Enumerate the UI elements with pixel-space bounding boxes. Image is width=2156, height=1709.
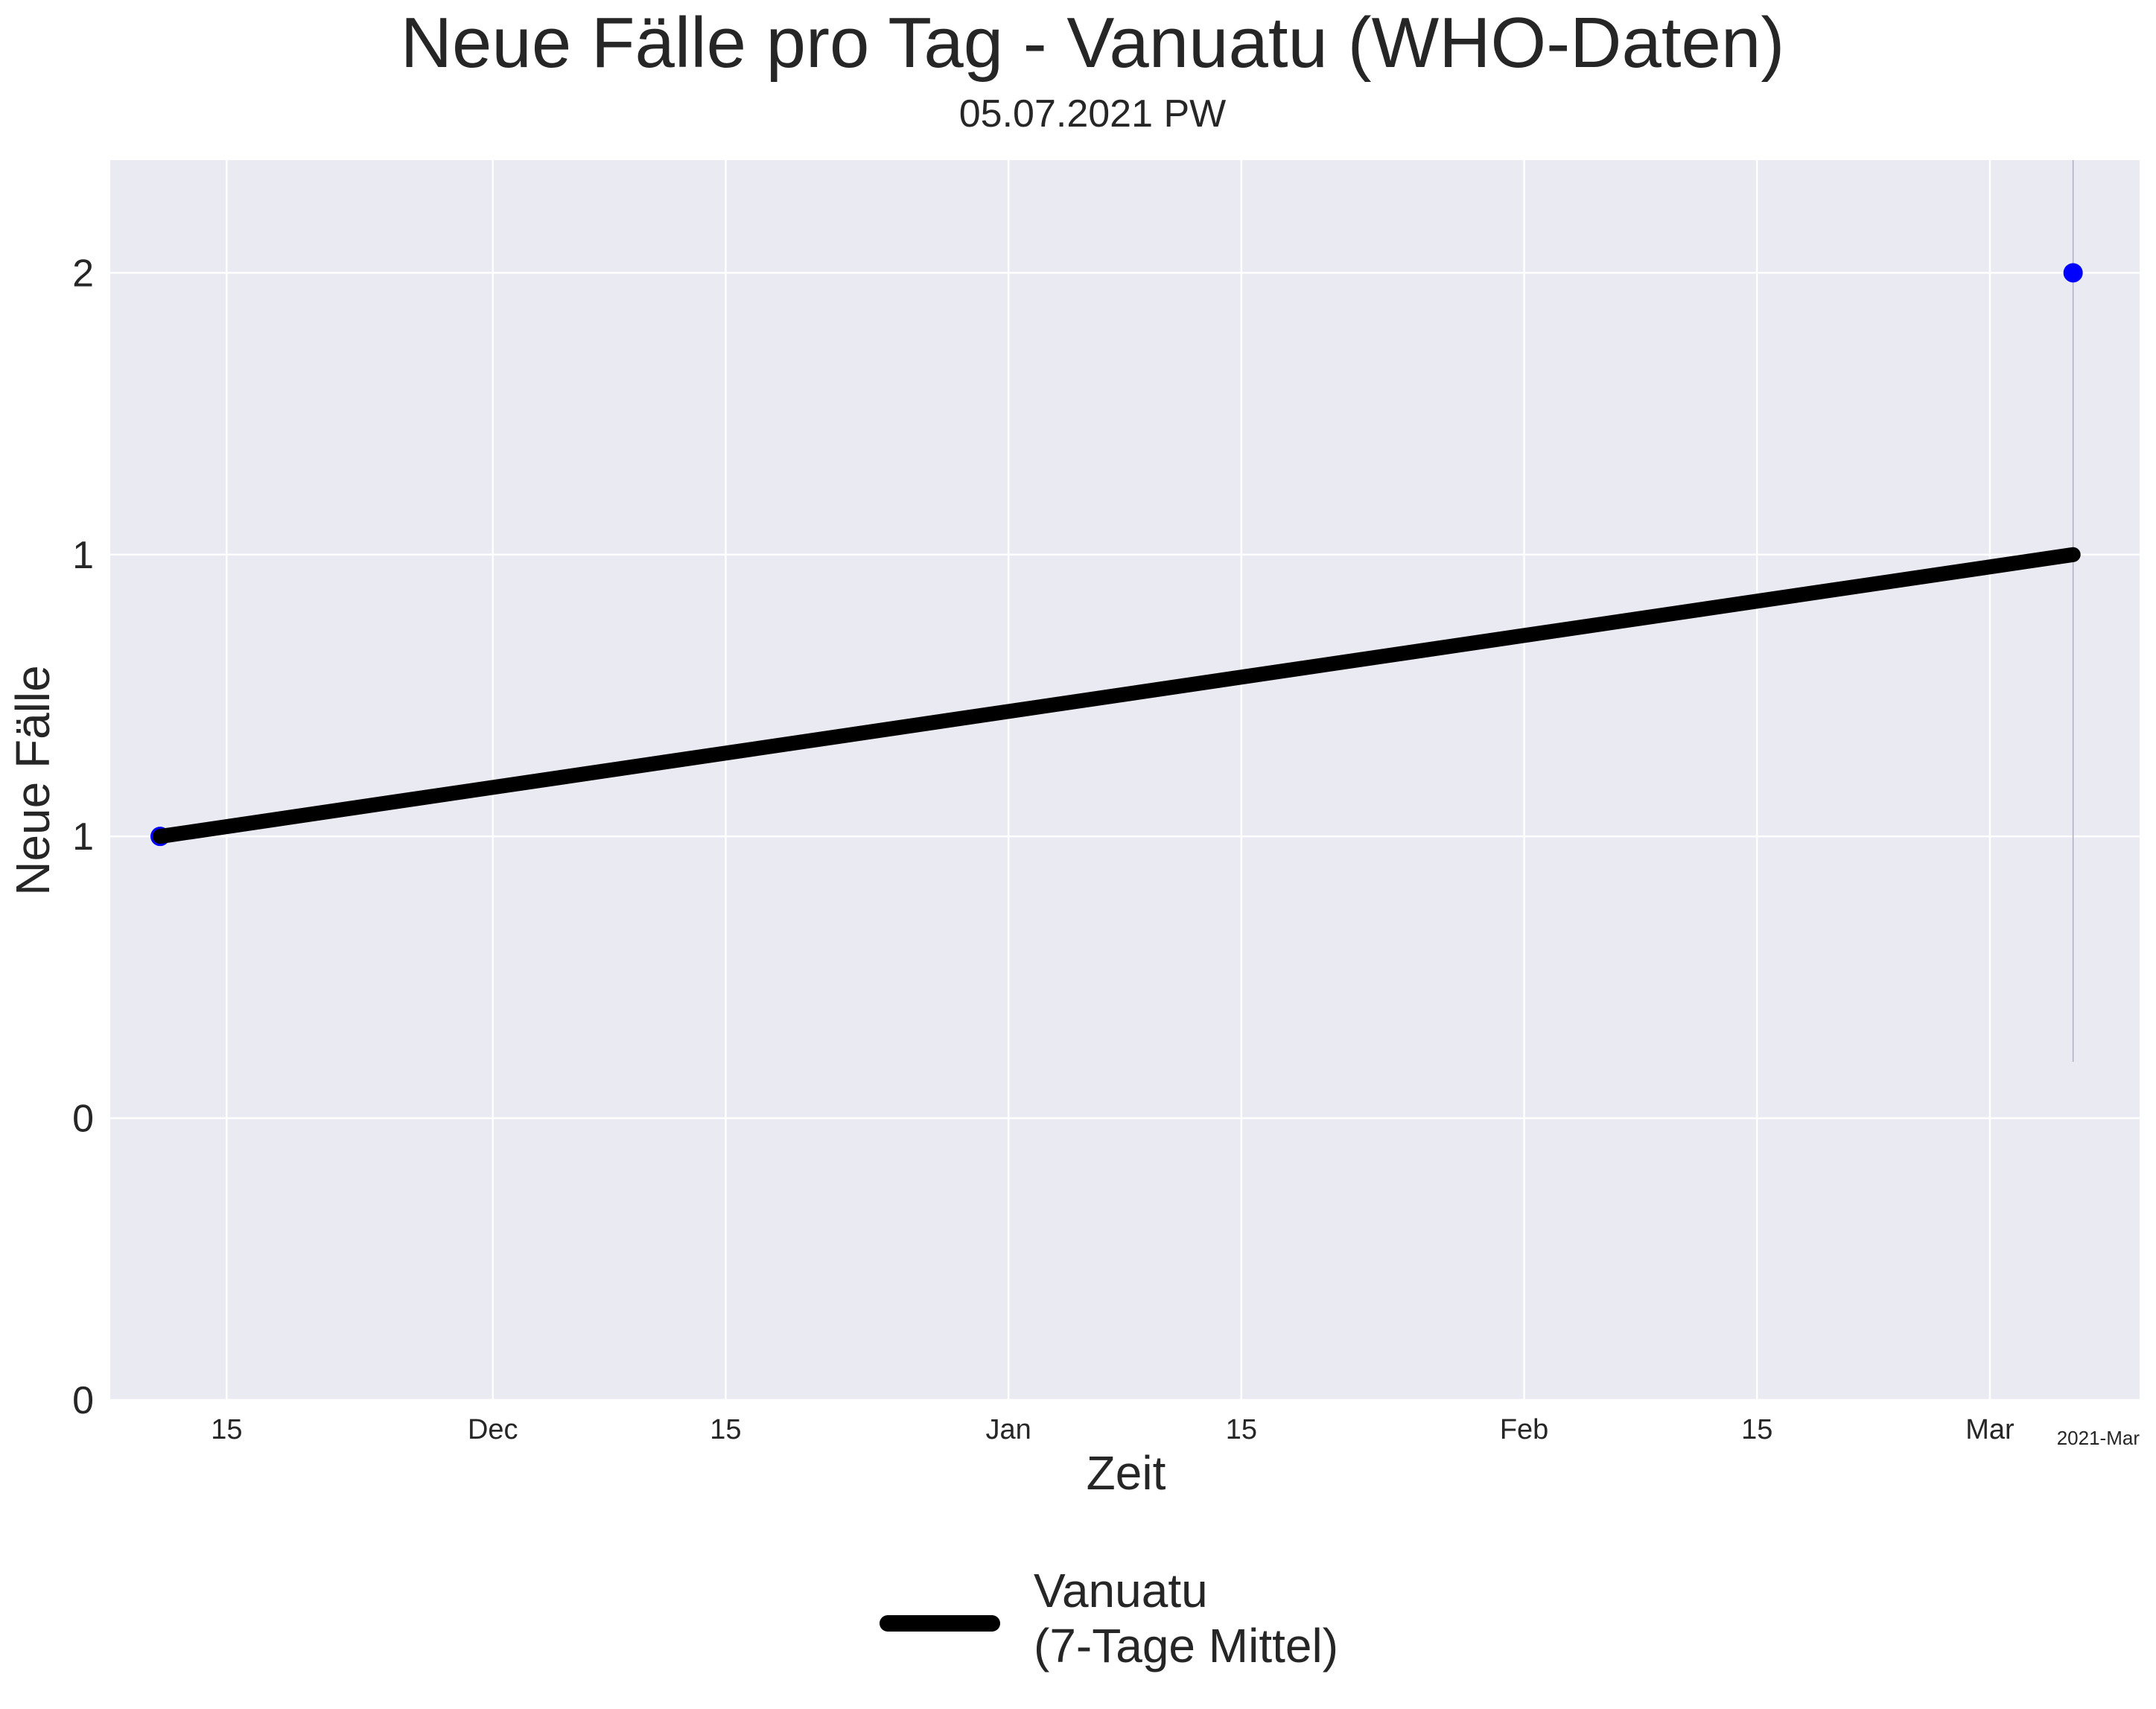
x-tick-label: 15 — [710, 1414, 741, 1445]
legend-label: Vanuatu (7-Tage Mittel) — [1034, 1564, 1338, 1673]
x-tick-label: Jan — [986, 1414, 1031, 1445]
series-layer — [150, 263, 2083, 847]
y-tick-label: 0 — [72, 1098, 94, 1141]
series-line-vanuatu — [153, 547, 2081, 844]
x-axis-label: Zeit — [1087, 1446, 1166, 1500]
x-tick-label: 15 — [1741, 1414, 1772, 1445]
plot-area — [110, 160, 2140, 1400]
x-tick-label: 15 — [211, 1414, 242, 1445]
x-tick-label: Mar — [1965, 1414, 2015, 1445]
y-tick-label: 0 — [72, 1379, 94, 1422]
grid-lines — [110, 160, 2140, 1401]
x-tick-label: Feb — [1500, 1414, 1548, 1445]
y-axis-label: Neue Fälle — [6, 665, 60, 896]
y-tick-label: 1 — [72, 815, 94, 859]
x-offset-label: 2021-Mar — [2057, 1427, 2140, 1449]
y-tick-label: 1 — [72, 534, 94, 577]
legend: Vanuatu (7-Tage Mittel) — [880, 1564, 1338, 1673]
y-tick-labels: 0 0 1 1 2 — [72, 252, 94, 1422]
x-tick-labels: 15 Dec 15 Jan 15 Feb 15 Mar — [211, 1414, 2015, 1445]
scatter-point — [2063, 263, 2083, 283]
y-tick-label: 2 — [72, 252, 94, 295]
x-tick-label: 15 — [1226, 1414, 1257, 1445]
chart-subtitle: 05.07.2021 PW — [959, 92, 1226, 136]
legend-label-line: (7-Tage Mittel) — [1034, 1619, 1338, 1673]
chart-title: Neue Fälle pro Tag - Vanuatu (WHO-Daten) — [401, 3, 1785, 83]
legend-label-line: Vanuatu — [1034, 1564, 1208, 1617]
x-tick-label: Dec — [468, 1414, 518, 1445]
